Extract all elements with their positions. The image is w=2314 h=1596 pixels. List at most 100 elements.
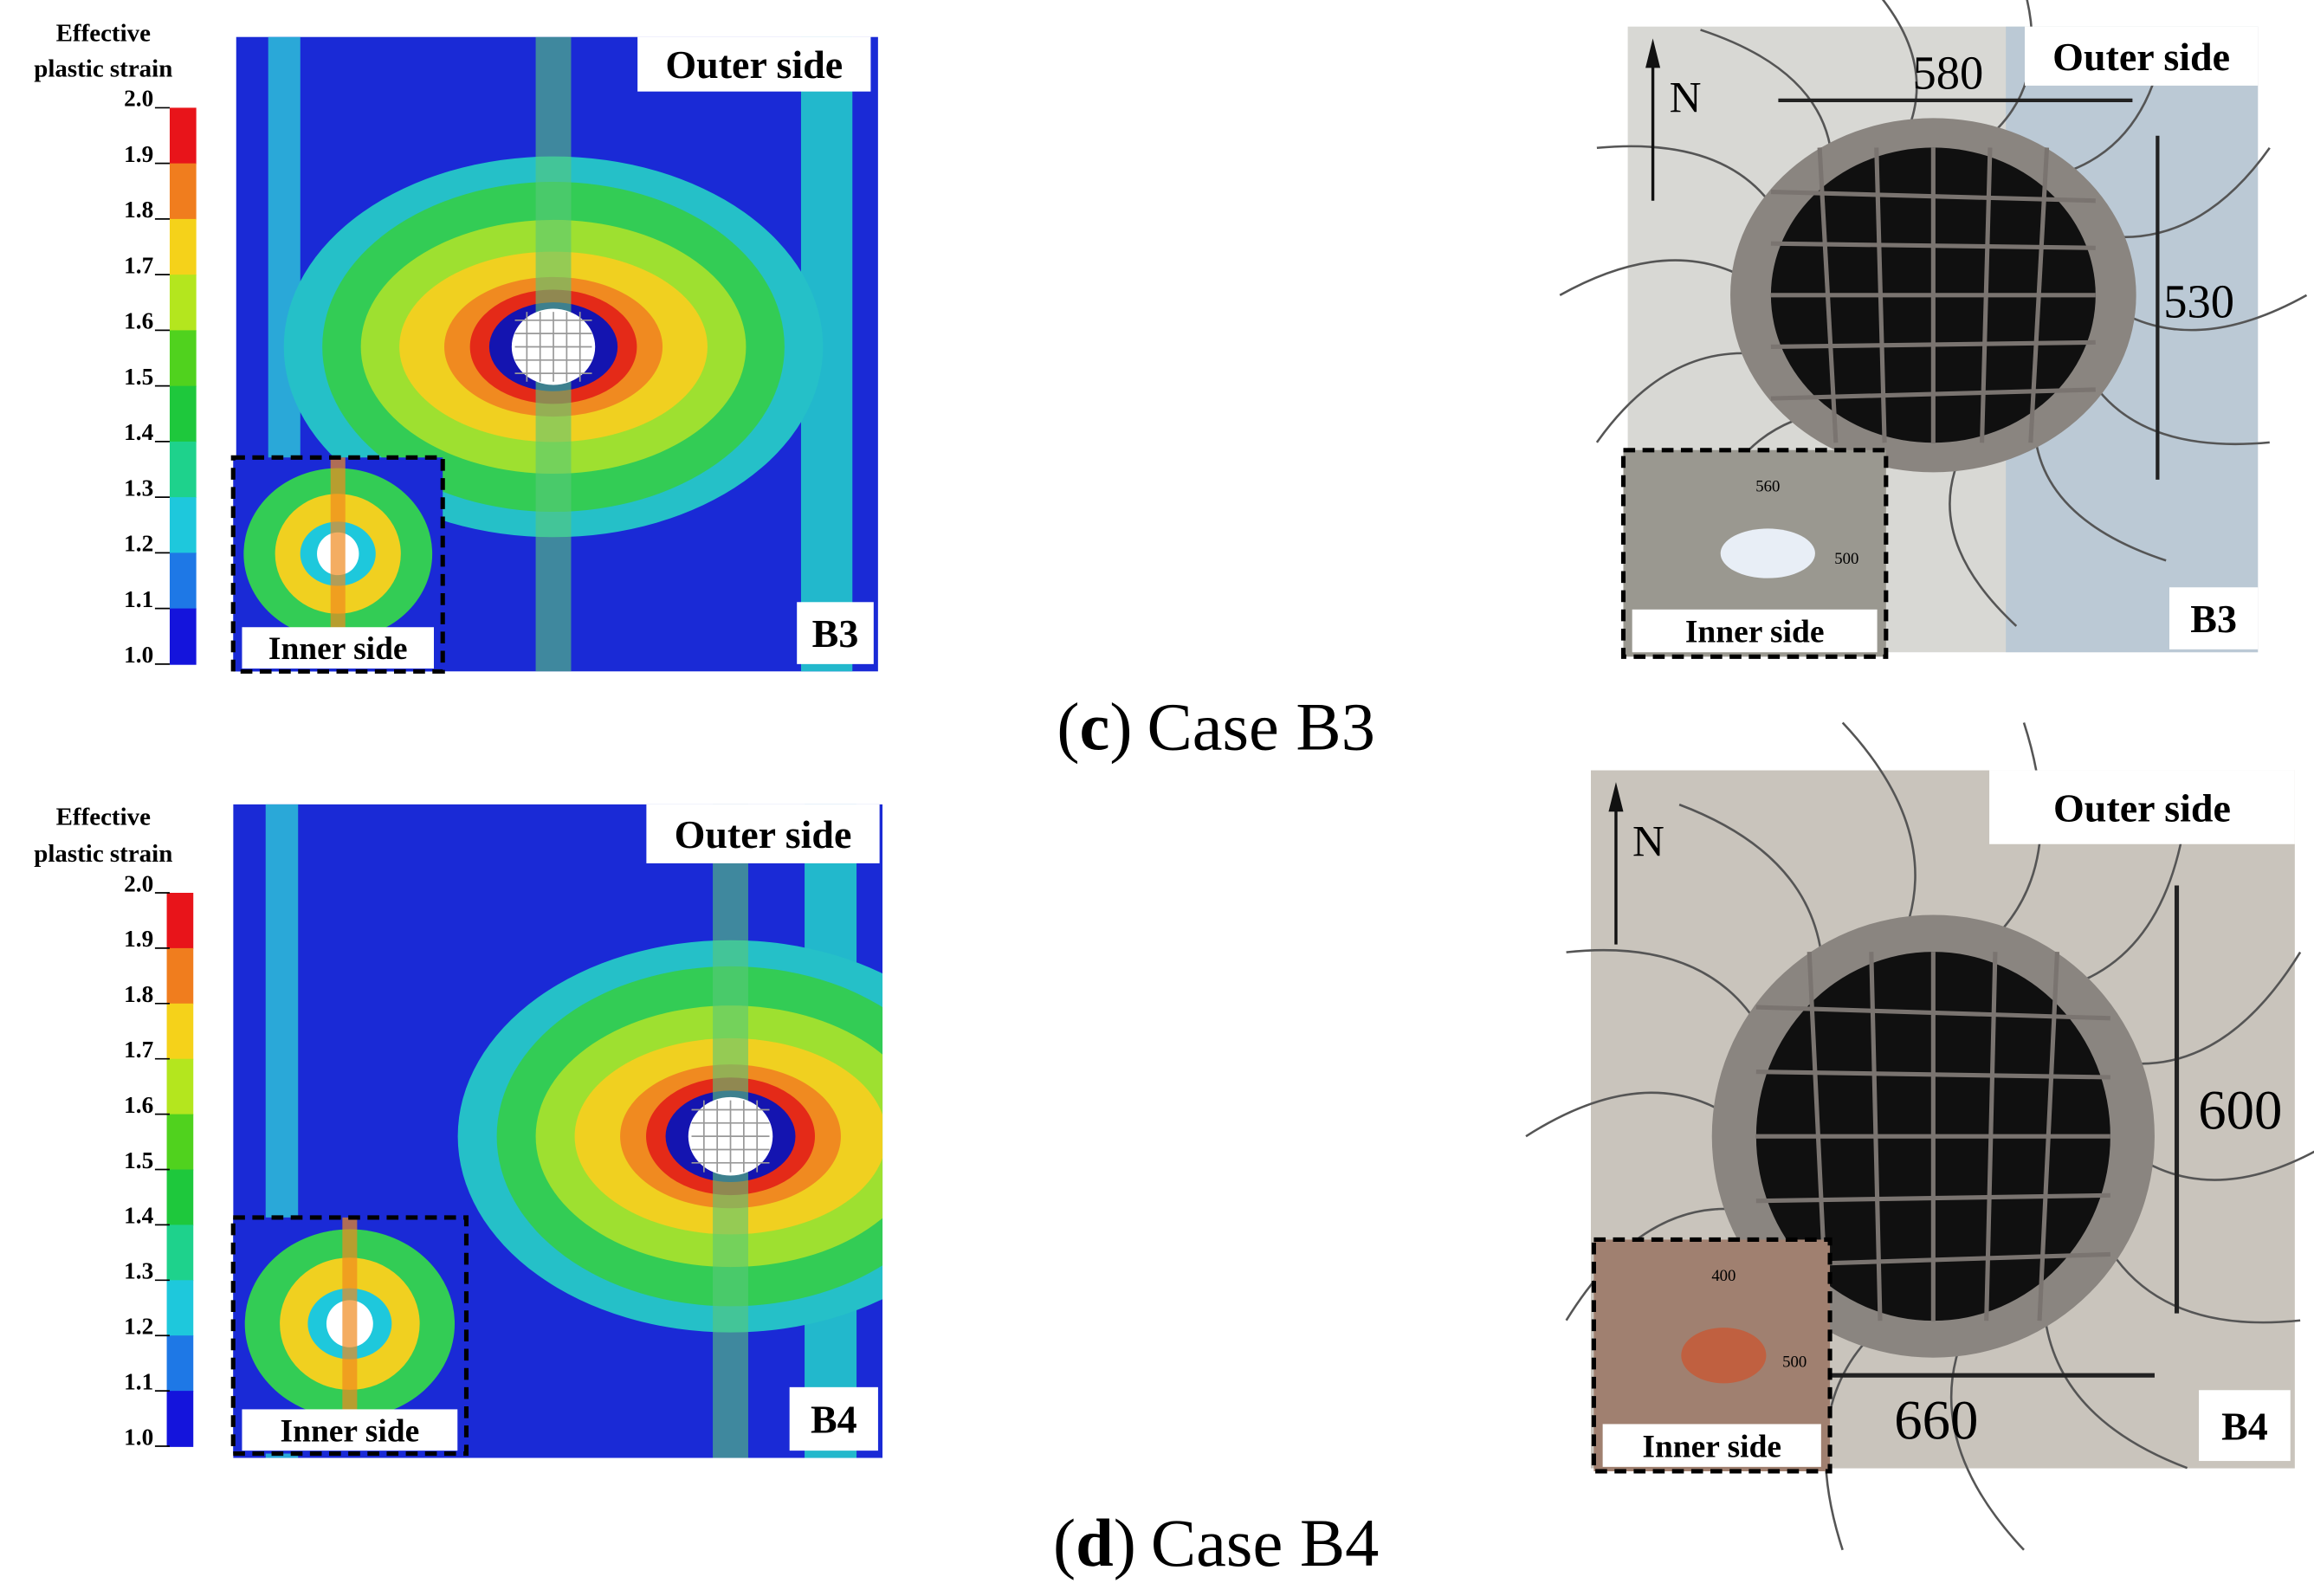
colorbar-title: Effective bbox=[56, 20, 151, 48]
inset-border bbox=[230, 455, 445, 674]
rebar bbox=[2037, 952, 2060, 1321]
colorbar-segment bbox=[166, 1224, 194, 1282]
inset-dimension: 500 bbox=[1782, 1354, 1807, 1372]
caption-part: ) bbox=[1109, 689, 1132, 765]
north-arrowhead bbox=[1608, 782, 1624, 812]
label: B3 bbox=[2190, 597, 2237, 641]
caption: (c) Case B3 bbox=[1057, 689, 1374, 765]
dimension-label: 530 bbox=[2163, 275, 2234, 327]
colorbar-segment bbox=[169, 107, 197, 165]
colorbar-tick-label: 1.7 bbox=[124, 1037, 153, 1063]
colorbar-tick-label: 1.4 bbox=[124, 1203, 153, 1229]
colorbar-tick-label: 1.4 bbox=[124, 419, 153, 445]
rebar bbox=[2028, 147, 2050, 443]
colorbar-segment bbox=[169, 275, 197, 332]
label-box bbox=[2199, 1390, 2291, 1462]
label: Inner side bbox=[268, 631, 408, 667]
inset-border bbox=[1591, 1237, 1832, 1474]
dimension-label: 580 bbox=[1912, 46, 1983, 99]
colorbar-tick-label: 1.9 bbox=[124, 141, 153, 167]
label: Outer side bbox=[2052, 35, 2230, 79]
label-box bbox=[1602, 1424, 1821, 1467]
caption-text: Case B3 bbox=[1147, 689, 1374, 765]
inset-border bbox=[230, 1215, 469, 1457]
colorbar-segment bbox=[169, 497, 197, 554]
colorbar-segment bbox=[166, 892, 194, 949]
label-box bbox=[242, 627, 434, 669]
colorbar-tick-label: 1.9 bbox=[124, 926, 153, 952]
colorbar-tick-label: 1.0 bbox=[124, 642, 153, 668]
label-box bbox=[1632, 609, 1878, 653]
inset-hole bbox=[1720, 528, 1815, 578]
caption-part: ( bbox=[1057, 689, 1079, 765]
colorbar-tick-label: 1.1 bbox=[124, 586, 153, 612]
colorbar-tick-label: 1.8 bbox=[124, 197, 153, 223]
label-box bbox=[797, 602, 874, 664]
colorbar-title: plastic strain bbox=[34, 840, 172, 868]
colorbar-tick-label: 1.3 bbox=[124, 1258, 153, 1284]
north-label: N bbox=[1632, 817, 1664, 866]
north-label: N bbox=[1670, 74, 1702, 123]
rebar bbox=[1770, 387, 2096, 401]
north-arrowhead bbox=[1645, 38, 1661, 68]
colorbar-segment bbox=[166, 1003, 194, 1060]
colorbar-tick-label: 1.7 bbox=[124, 252, 153, 278]
label-box bbox=[2025, 26, 2259, 86]
colorbar-tick-label: 1.6 bbox=[124, 1092, 153, 1118]
colorbar-segment bbox=[166, 1391, 194, 1447]
colorbar-segment bbox=[169, 163, 197, 220]
inset-dimension: 500 bbox=[1834, 550, 1858, 568]
colorbar-segment bbox=[166, 1058, 194, 1115]
label-box bbox=[2169, 587, 2259, 649]
inset-band bbox=[330, 457, 346, 650]
colorbar-segment bbox=[169, 608, 197, 665]
colorbar-tick-label: 1.2 bbox=[124, 531, 153, 557]
caption-part: d bbox=[1076, 1505, 1114, 1580]
label: B4 bbox=[2221, 1404, 2268, 1448]
colorbar-tick-label: 1.5 bbox=[124, 364, 153, 390]
caption: (d) Case B4 bbox=[1053, 1505, 1379, 1580]
label: B3 bbox=[812, 611, 859, 656]
label-box bbox=[789, 1386, 878, 1451]
colorbar-segment bbox=[166, 947, 194, 1005]
inset-border bbox=[1620, 448, 1889, 659]
inset-dimension: 560 bbox=[1755, 477, 1780, 495]
colorbar-tick-label: 1.6 bbox=[124, 308, 153, 334]
inset-hole bbox=[1681, 1328, 1767, 1384]
colorbar-tick-label: 2.0 bbox=[124, 86, 153, 112]
label-box bbox=[646, 804, 880, 863]
rebar bbox=[1755, 1192, 2110, 1204]
label: Inner side bbox=[281, 1413, 420, 1449]
label: Outer side bbox=[675, 812, 852, 856]
colorbar-segment bbox=[166, 1169, 194, 1226]
colorbar-tick-label: 1.1 bbox=[124, 1368, 153, 1394]
label-box bbox=[242, 1409, 458, 1451]
colorbar-tick-label: 1.8 bbox=[124, 981, 153, 1007]
colorbar-title: plastic strain bbox=[34, 55, 172, 83]
colorbar-tick-label: 1.0 bbox=[124, 1424, 153, 1450]
dimension-label: 600 bbox=[2198, 1080, 2282, 1142]
label-box bbox=[1989, 770, 2295, 844]
caption-part: ( bbox=[1053, 1505, 1076, 1580]
caption-part: ) bbox=[1114, 1505, 1136, 1580]
label: Inner side bbox=[1642, 1429, 1781, 1464]
dimension-label: 660 bbox=[1894, 1389, 1978, 1451]
colorbar-segment bbox=[169, 552, 197, 610]
inset-band bbox=[342, 1217, 358, 1431]
label-box bbox=[637, 36, 871, 92]
inset-dimension: 400 bbox=[1711, 1267, 1736, 1285]
label: Outer side bbox=[665, 42, 843, 87]
colorbar-tick-label: 1.5 bbox=[124, 1147, 153, 1173]
colorbar-title: Effective bbox=[56, 804, 151, 831]
label: Inner side bbox=[1685, 615, 1825, 650]
colorbar-segment bbox=[166, 1335, 194, 1392]
contour-plot bbox=[233, 804, 883, 1458]
colorbar-tick-label: 2.0 bbox=[124, 870, 153, 896]
rebar bbox=[1770, 339, 2096, 350]
caption-text: Case B4 bbox=[1151, 1505, 1379, 1580]
colorbar-segment bbox=[169, 441, 197, 498]
colorbar-segment bbox=[166, 1280, 194, 1337]
colorbar-segment bbox=[169, 330, 197, 387]
